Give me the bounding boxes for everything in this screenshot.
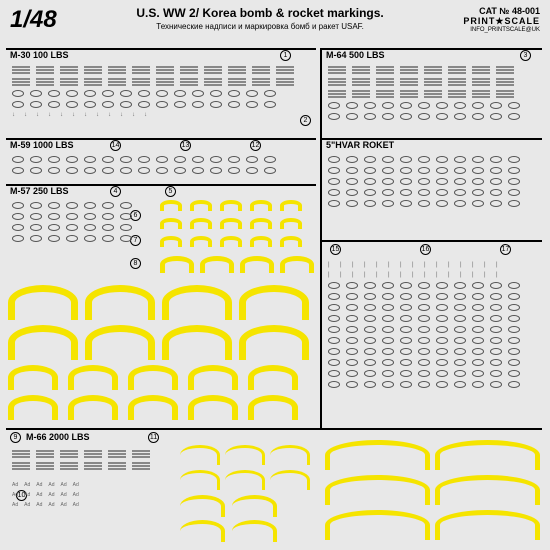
- yellow-arc: [128, 395, 178, 420]
- yellow-arc: [239, 285, 309, 320]
- ref-num: 14: [110, 140, 121, 151]
- divider: [320, 48, 322, 428]
- m57-stencils: [10, 200, 140, 244]
- yellow-arc: [160, 218, 182, 229]
- info-line: INFO_PRINTSCALE@UK: [463, 27, 540, 33]
- yellow-arc: [232, 520, 277, 542]
- ref-num: 11: [148, 432, 159, 443]
- yellow-arc: [188, 365, 238, 390]
- yellow-arc: [225, 445, 265, 465]
- yellow-arc: [160, 256, 194, 273]
- yellow-arc: [190, 200, 212, 211]
- ref-num: 4: [110, 186, 121, 197]
- header-row: 1/48 U.S. WW 2/ Korea bomb & rocket mark…: [0, 0, 550, 36]
- hvar-label: 5"HVAR ROKET: [326, 140, 394, 150]
- m57-label: M-57 250 LBS: [10, 186, 69, 196]
- m64-label: M-64 500 LBS: [326, 50, 385, 60]
- main-title: U.S. WW 2/ Korea bomb & rocket markings.: [136, 6, 383, 20]
- title-block: U.S. WW 2/ Korea bomb & rocket markings.…: [130, 6, 389, 31]
- cat-number: CAT № 48-001: [463, 6, 540, 16]
- yellow-arc: [240, 256, 274, 273]
- yellow-arc: [128, 365, 178, 390]
- yellow-arc: [232, 495, 277, 517]
- yellow-arc: [280, 218, 302, 229]
- yellow-arc: [8, 395, 58, 420]
- yellow-arc: [160, 236, 182, 247]
- ref-num: 17: [500, 244, 511, 255]
- yellow-arc: [325, 440, 430, 470]
- decal-sheet: 1/48 U.S. WW 2/ Korea bomb & rocket mark…: [0, 0, 550, 550]
- ref-num: 13: [180, 140, 191, 151]
- yellow-arc: [280, 236, 302, 247]
- yellow-arc: [190, 218, 212, 229]
- m30-label: M-30 100 LBS: [10, 50, 69, 60]
- ref-num: 15: [330, 244, 341, 255]
- m59-label: M-59 1000 LBS: [10, 140, 74, 150]
- divider: [320, 240, 542, 242]
- ref-num: 5: [165, 186, 176, 197]
- yellow-arc: [162, 285, 232, 320]
- yellow-arc: [180, 495, 225, 517]
- yellow-arc: [162, 325, 232, 360]
- yellow-arc: [280, 256, 314, 273]
- yellow-arc: [220, 236, 242, 247]
- yellow-arc: [220, 218, 242, 229]
- ref-num: 16: [420, 244, 431, 255]
- yellow-arc: [180, 445, 220, 465]
- yellow-arc: [8, 285, 78, 320]
- m66-stencils: AdAdAdAdAdAd AdAdAdAdAdAd AdAdAdAdAdAd: [10, 448, 170, 510]
- m30-stencils: ↓↓↓↓↓↓↓↓↓↓↓↓: [10, 64, 310, 120]
- yellow-arc: [325, 510, 430, 540]
- yellow-arc: [180, 520, 225, 542]
- divider: [6, 428, 542, 430]
- yellow-arc: [8, 325, 78, 360]
- yellow-arc: [68, 365, 118, 390]
- yellow-arc: [225, 470, 265, 490]
- yellow-arc: [220, 200, 242, 211]
- ref-num: 3: [520, 50, 531, 61]
- yellow-arc: [435, 510, 540, 540]
- yellow-arc: [85, 325, 155, 360]
- catalog-block: CAT № 48-001 PRINT★SCALE INFO_PRINTSCALE…: [463, 6, 540, 33]
- yellow-arc: [248, 395, 298, 420]
- hvar-stencils-2: ||||||||||||||| |||||||||||||||: [326, 260, 542, 390]
- yellow-arc: [239, 325, 309, 360]
- yellow-arc: [190, 236, 212, 247]
- brand-label: PRINT★SCALE: [463, 16, 540, 27]
- m66-label: M-66 2000 LBS: [26, 432, 90, 442]
- yellow-arc: [200, 256, 234, 273]
- yellow-arc: [250, 200, 272, 211]
- yellow-arc: [435, 475, 540, 505]
- subtitle: Технические надписи и маркировка бомб и …: [130, 22, 389, 31]
- m64-stencils: [326, 64, 542, 122]
- hvar-stencils: [326, 154, 542, 209]
- yellow-arc: [188, 395, 238, 420]
- yellow-arc: [85, 285, 155, 320]
- scale-label: 1/48: [10, 6, 57, 34]
- yellow-arc: [325, 475, 430, 505]
- yellow-arc: [270, 470, 310, 490]
- ref-num: 8: [130, 258, 141, 269]
- yellow-arc: [270, 445, 310, 465]
- yellow-arc: [280, 200, 302, 211]
- ref-num: 1: [280, 50, 291, 61]
- yellow-arc: [250, 218, 272, 229]
- m59-stencils: [10, 154, 310, 176]
- yellow-arc: [180, 470, 220, 490]
- yellow-arc: [68, 395, 118, 420]
- ref-num: 12: [250, 140, 261, 151]
- yellow-arc: [250, 236, 272, 247]
- yellow-arc: [160, 200, 182, 211]
- ref-num: 9: [10, 432, 21, 443]
- yellow-arc: [435, 440, 540, 470]
- yellow-arc: [8, 365, 58, 390]
- yellow-arc: [248, 365, 298, 390]
